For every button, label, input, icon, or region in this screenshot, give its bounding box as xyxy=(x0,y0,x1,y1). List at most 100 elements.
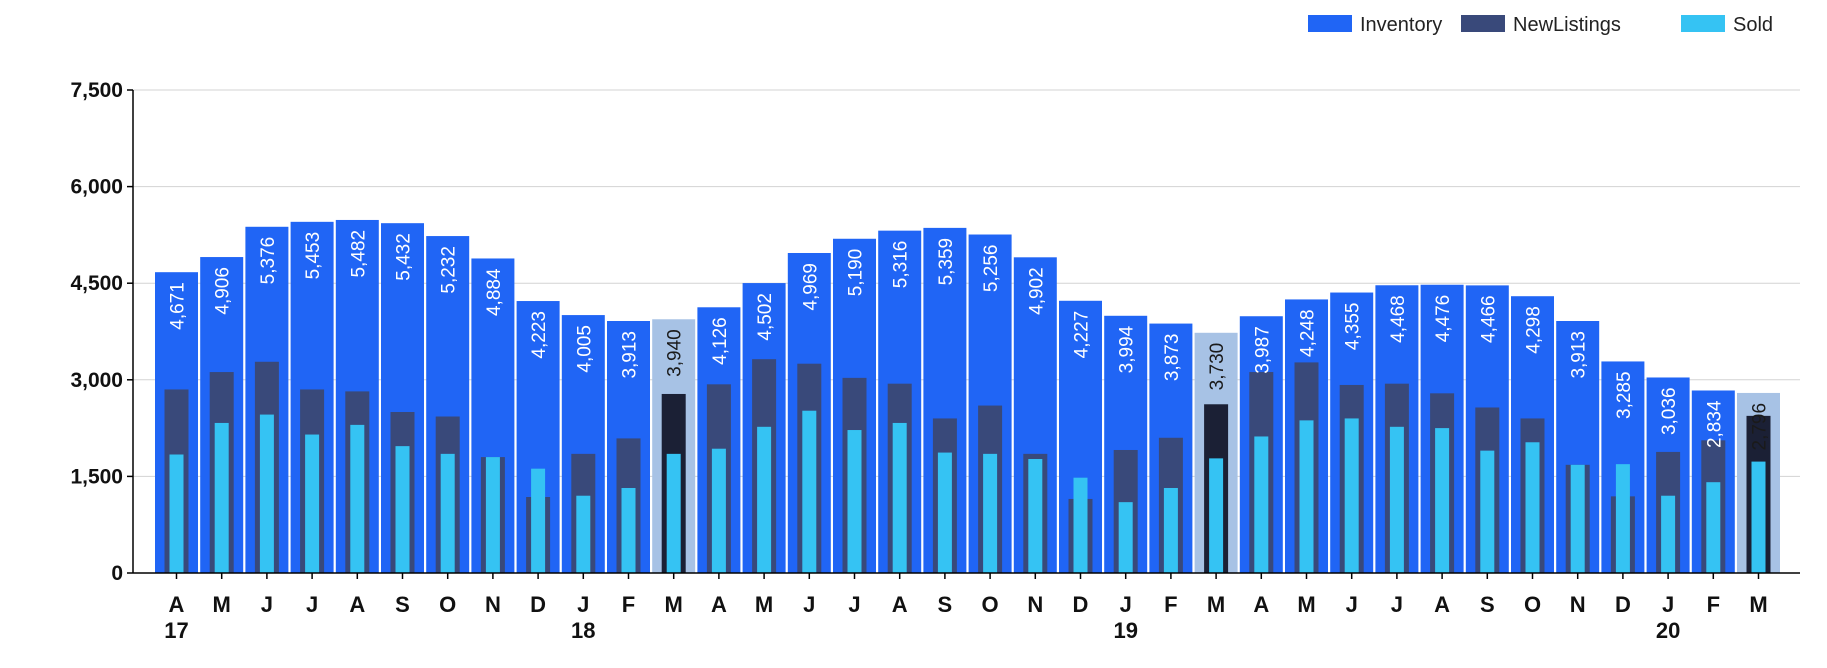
legend-swatch xyxy=(1681,15,1725,32)
data-label-inventory: 3,987 xyxy=(1252,326,1273,374)
data-labels: 4,671 4,906 5,376 5,453 5,482 5,432 5,232 4,884… xyxy=(168,230,1771,451)
bar-sold xyxy=(666,453,681,573)
bar-sold xyxy=(1525,442,1540,573)
x-tick-label: J xyxy=(848,592,860,617)
x-tick-label: J xyxy=(1346,592,1358,617)
x-tick-label: A xyxy=(349,592,365,617)
bar-sold xyxy=(1751,461,1766,573)
bar-sold xyxy=(757,426,772,573)
data-label-inventory: 3,730 xyxy=(1207,343,1228,391)
bar-sold xyxy=(1209,458,1224,573)
data-label-inventory: 5,316 xyxy=(891,241,912,289)
data-label-inventory: 4,126 xyxy=(710,317,731,365)
x-tick-label: O xyxy=(1524,592,1541,617)
x-tick-label: O xyxy=(439,592,456,617)
legend-swatch xyxy=(1461,15,1505,32)
bar-sold xyxy=(892,422,907,573)
bar-sold xyxy=(1118,502,1133,573)
bar-sold xyxy=(1254,436,1269,573)
x-tick-label: A xyxy=(1434,592,1450,617)
legend-swatch xyxy=(1308,15,1352,32)
bar-sold xyxy=(1661,495,1676,573)
bar-sold xyxy=(350,424,365,573)
legend-label: Inventory xyxy=(1360,14,1442,36)
bar-sold xyxy=(983,453,998,573)
bar-sold xyxy=(485,457,500,573)
data-label-inventory: 4,902 xyxy=(1026,267,1047,315)
data-label-inventory: 4,005 xyxy=(574,325,595,373)
x-tick-label: D xyxy=(1073,592,1089,617)
x-tick-label: M xyxy=(755,592,773,617)
bar-sold xyxy=(259,414,274,573)
legend-label: Sold xyxy=(1733,14,1773,36)
data-label-inventory: 5,482 xyxy=(348,230,369,278)
x-tick-label: S xyxy=(1480,592,1495,617)
x-year-label: 19 xyxy=(1113,618,1137,643)
y-tick-label: 4,500 xyxy=(70,272,123,295)
data-label-inventory: 5,359 xyxy=(936,238,957,286)
data-label-inventory: 4,248 xyxy=(1298,309,1319,357)
data-label-inventory: 5,432 xyxy=(394,233,415,281)
axes: 0 1,500 3,000 4,500 6,000 7,500 A M J J A S O N D J F M A M… xyxy=(70,79,1800,643)
x-tick-label: J xyxy=(1391,592,1403,617)
data-label-inventory: 4,466 xyxy=(1478,295,1499,343)
y-tick-label: 0 xyxy=(111,562,123,585)
bar-sold xyxy=(440,453,455,573)
x-tick-label: M xyxy=(665,592,683,617)
legend: Inventory NewListings Sold xyxy=(1308,14,1773,36)
legend-item-sold: Sold xyxy=(1681,14,1773,36)
bar-sold xyxy=(1389,426,1404,573)
bar-sold xyxy=(1570,464,1585,573)
bar-sold xyxy=(802,410,817,573)
bar-sold xyxy=(711,448,726,573)
data-label-inventory: 4,884 xyxy=(484,268,505,316)
bar-sold xyxy=(937,452,952,573)
x-tick-label: J xyxy=(261,592,273,617)
bar-sold xyxy=(1073,477,1088,573)
data-label-inventory: 4,355 xyxy=(1343,303,1364,351)
data-label-inventory: 5,376 xyxy=(258,237,279,285)
data-label-inventory: 3,036 xyxy=(1659,387,1680,435)
x-tick-label: J xyxy=(1662,592,1674,617)
data-label-inventory: 4,298 xyxy=(1524,306,1545,354)
x-tick-label: A xyxy=(169,592,185,617)
y-tick-label: 1,500 xyxy=(70,465,123,488)
data-label-inventory: 4,502 xyxy=(755,293,776,341)
x-year-label: 20 xyxy=(1656,618,1680,643)
x-tick-label: J xyxy=(306,592,318,617)
x-tick-label: F xyxy=(622,592,635,617)
data-label-inventory: 3,873 xyxy=(1162,334,1183,382)
bar-sold xyxy=(169,454,184,573)
data-label-inventory: 3,285 xyxy=(1614,371,1635,419)
data-label-inventory: 3,994 xyxy=(1117,325,1138,373)
data-label-inventory: 4,223 xyxy=(529,311,550,359)
data-label-inventory: 3,913 xyxy=(1569,331,1590,379)
legend-item-newlistings: NewListings xyxy=(1461,14,1621,36)
y-tick-label: 3,000 xyxy=(70,369,123,392)
x-tick-label: O xyxy=(982,592,999,617)
data-label-inventory: 4,227 xyxy=(1072,311,1093,359)
data-label-inventory: 5,232 xyxy=(439,246,460,294)
bar-sold xyxy=(305,434,320,573)
x-tick-label: M xyxy=(1207,592,1225,617)
bar-sold xyxy=(1163,487,1178,573)
data-label-inventory: 2,834 xyxy=(1704,400,1725,448)
x-tick-label: N xyxy=(1570,592,1586,617)
y-tick-label: 7,500 xyxy=(70,79,123,102)
x-tick-label: A xyxy=(1253,592,1269,617)
data-label-inventory: 4,671 xyxy=(168,282,189,330)
x-tick-label: D xyxy=(1615,592,1631,617)
x-tick-label: M xyxy=(1297,592,1315,617)
x-tick-label: N xyxy=(1027,592,1043,617)
x-tick-label: J xyxy=(803,592,815,617)
data-label-inventory: 4,906 xyxy=(213,267,234,315)
data-label-inventory: 4,969 xyxy=(800,263,821,311)
x-tick-label: D xyxy=(530,592,546,617)
data-label-inventory: 3,913 xyxy=(620,331,641,379)
x-year-label: 18 xyxy=(571,618,595,643)
bar-sold xyxy=(1299,420,1314,573)
x-tick-label: J xyxy=(1120,592,1132,617)
data-label-inventory: 5,190 xyxy=(846,249,867,297)
